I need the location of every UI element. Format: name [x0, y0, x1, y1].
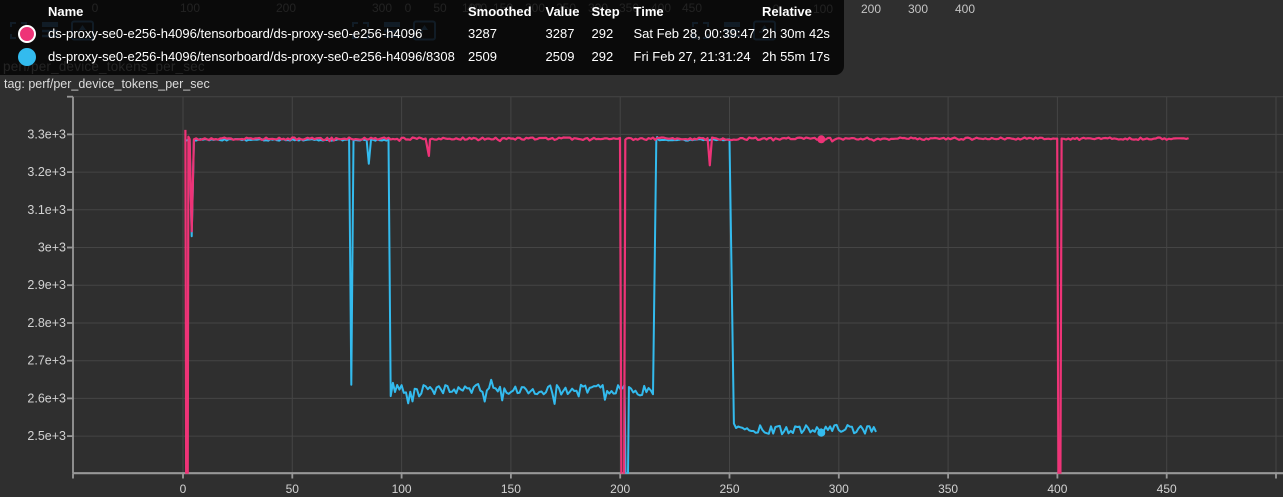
- svg-text:350: 350: [938, 482, 958, 496]
- svg-text:2.5e+3: 2.5e+3: [27, 429, 66, 443]
- svg-text:150: 150: [501, 482, 521, 496]
- svg-text:0: 0: [180, 482, 187, 496]
- svg-text:3.1e+3: 3.1e+3: [27, 203, 66, 217]
- svg-text:3.2e+3: 3.2e+3: [27, 165, 66, 179]
- svg-text:2.6e+3: 2.6e+3: [27, 391, 66, 405]
- svg-text:3e+3: 3e+3: [38, 241, 66, 255]
- svg-text:50: 50: [286, 482, 300, 496]
- svg-text:2.8e+3: 2.8e+3: [27, 316, 66, 330]
- svg-text:400: 400: [1047, 482, 1067, 496]
- svg-text:2.7e+3: 2.7e+3: [27, 354, 66, 368]
- svg-text:450: 450: [1157, 482, 1177, 496]
- svg-text:100: 100: [392, 482, 412, 496]
- svg-text:300: 300: [829, 482, 849, 496]
- svg-text:3.3e+3: 3.3e+3: [27, 127, 66, 141]
- svg-text:2.9e+3: 2.9e+3: [27, 278, 66, 292]
- svg-text:250: 250: [719, 482, 739, 496]
- svg-text:200: 200: [610, 482, 630, 496]
